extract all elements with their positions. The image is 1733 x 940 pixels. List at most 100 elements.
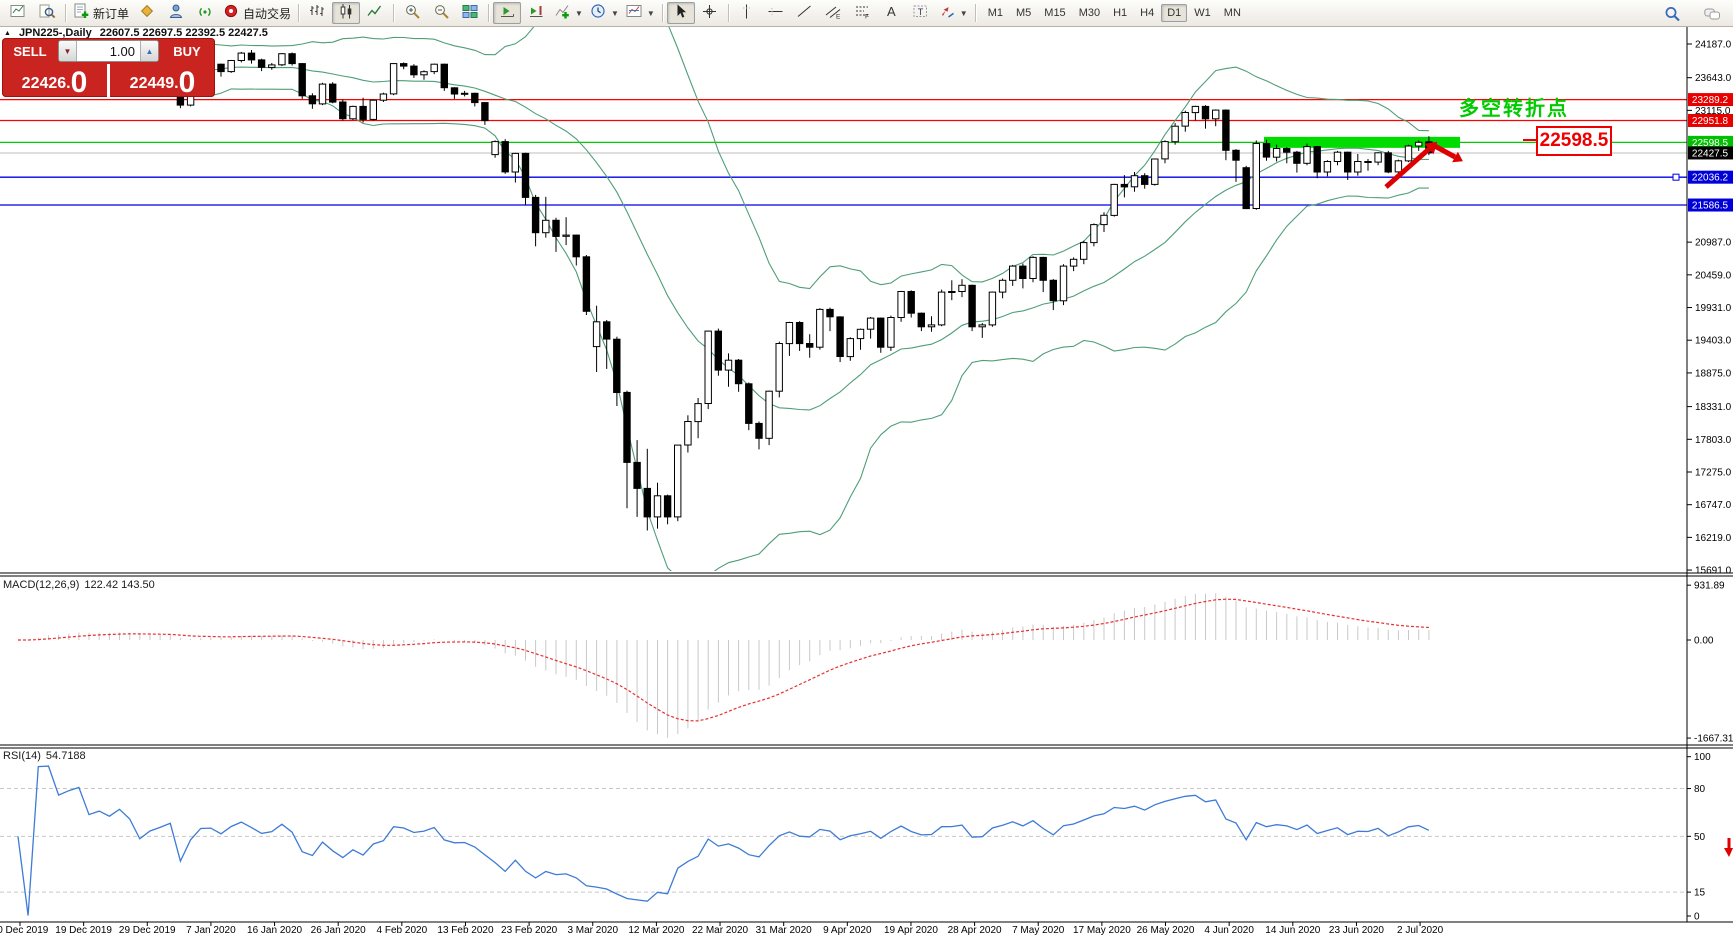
zoom-out-icon[interactable] (427, 2, 455, 24)
chart-shift-icon[interactable] (522, 2, 550, 24)
cursor-icon[interactable] (666, 2, 695, 24)
volume-decrease-button[interactable]: ▼ (59, 41, 77, 61)
svg-text:26 May 2020: 26 May 2020 (1137, 925, 1195, 936)
svg-text:19931.0: 19931.0 (1695, 303, 1732, 314)
svg-text:T: T (918, 7, 924, 17)
date-axis-labels: 10 Dec 2019 19 Dec 2019 29 Dec 2019 7 Jan 2… (0, 922, 1444, 936)
data-window-icon (39, 3, 56, 23)
panel-separators[interactable] (0, 25, 1733, 923)
candles-chart-icon[interactable] (332, 2, 361, 24)
timeframe-D1[interactable]: D1 (1161, 4, 1188, 22)
zoom-in-icon[interactable] (398, 2, 426, 24)
toolbar: 新订单 自动交易 ▼ ▼ ▼ E F A T ▼ M1 M5 M15 M30 H1 H4 D1 W1 MN (0, 0, 1733, 27)
svg-text:931.89: 931.89 (1694, 581, 1725, 592)
metaeditor-icon[interactable] (133, 2, 161, 24)
svg-text:21586.5: 21586.5 (1692, 201, 1729, 212)
chevron-down-icon[interactable]: ▼ (610, 8, 619, 18)
community-icon (168, 3, 185, 23)
timeframe-MN[interactable]: MN (1223, 7, 1241, 19)
text-label-icon[interactable]: T (907, 2, 935, 24)
timeframe-M5[interactable]: M5 (1016, 7, 1032, 19)
sell-button[interactable]: SELL (13, 43, 47, 59)
svg-text:2 Jul 2020: 2 Jul 2020 (1397, 925, 1444, 936)
sell-price[interactable]: 22426 . 0 (2, 64, 107, 97)
new-chart-icon (10, 3, 27, 23)
timeframe-M15[interactable]: M15 (1044, 7, 1066, 19)
price-callout[interactable]: 22598.5 (1536, 126, 1612, 156)
chat-icon[interactable] (1699, 3, 1725, 25)
svg-text:19 Dec 2019: 19 Dec 2019 (55, 925, 112, 936)
svg-text:12 Mar 2020: 12 Mar 2020 (628, 925, 685, 936)
signals-icon[interactable] (191, 2, 219, 24)
auto-scroll-icon[interactable] (493, 2, 522, 24)
equidistant-channel-icon[interactable]: E (820, 2, 848, 24)
timeframe-M30[interactable]: M30 (1078, 7, 1101, 19)
fibonacci-icon: F (854, 3, 871, 23)
new-chart-icon[interactable] (4, 2, 32, 24)
chevron-down-icon[interactable]: ▼ (959, 8, 968, 18)
timeframe-W1[interactable]: W1 (1194, 7, 1211, 19)
svg-text:10 Dec 2019: 10 Dec 2019 (0, 925, 49, 936)
text-icon[interactable]: A (878, 2, 906, 24)
svg-text:20987.0: 20987.0 (1695, 238, 1732, 249)
support-zone-rectangle[interactable] (1264, 136, 1460, 148)
svg-text:28 Apr 2020: 28 Apr 2020 (948, 925, 1002, 936)
autotrading-icon (223, 3, 240, 23)
one-click-trading-panel: SELL ▼ 1.00 ▲ BUY 22426 . 0 22449 . 0 (2, 38, 215, 97)
symbol-title: JPN225-,Daily (18, 27, 92, 39)
indicators-icon[interactable]: ▼ (551, 2, 586, 24)
svg-text:15: 15 (1694, 888, 1706, 899)
timeframe-M1[interactable]: M1 (987, 7, 1003, 19)
volume-input[interactable]: 1.00 (109, 43, 135, 59)
trendline-icon (796, 3, 813, 23)
cursor-icon (672, 3, 689, 23)
new-order-button[interactable]: 新订单 (70, 2, 132, 24)
toolbar-separator (488, 4, 490, 22)
toolbar-right (1659, 3, 1725, 25)
svg-text:15691.0: 15691.0 (1695, 566, 1732, 577)
timeframe-H1[interactable]: H1 (1113, 7, 1128, 19)
svg-text:18875.0: 18875.0 (1695, 368, 1732, 379)
window-menu-icon[interactable]: ▲ (4, 29, 11, 37)
crosshair-icon[interactable] (696, 2, 724, 24)
arrows-icon[interactable]: ▼ (936, 2, 971, 24)
scroll-marker-icon[interactable] (1724, 838, 1733, 857)
svg-text:A: A (887, 4, 896, 19)
vertical-line-icon[interactable] (733, 2, 761, 24)
line-chart-icon[interactable] (361, 2, 389, 24)
buy-button[interactable]: BUY (173, 43, 201, 59)
periods-icon[interactable]: ▼ (587, 2, 622, 24)
templates-icon[interactable]: ▼ (623, 2, 658, 24)
chevron-down-icon[interactable]: ▼ (646, 8, 655, 18)
bars-chart-icon[interactable] (303, 2, 331, 24)
volume-box: ▼ 1.00 ▲ (58, 40, 159, 62)
trend-arrow-down[interactable] (1431, 142, 1463, 163)
volume-increase-button[interactable]: ▲ (140, 41, 158, 61)
bars-chart-icon (309, 3, 326, 23)
search-icon[interactable] (1659, 3, 1685, 25)
svg-text:-1667.31: -1667.31 (1694, 734, 1733, 745)
autotrading-button[interactable]: 自动交易 (220, 2, 294, 24)
chevron-down-icon[interactable]: ▼ (575, 8, 583, 18)
svg-text:23115.0: 23115.0 (1695, 106, 1731, 117)
buy-price[interactable]: 22449 . 0 (107, 64, 215, 97)
fibonacci-icon[interactable]: F (849, 2, 877, 24)
timeframe-group: M1 M5 M15 M30 H1 H4 D1 W1 MN (982, 4, 1247, 22)
timeframe-H4[interactable]: H4 (1140, 7, 1155, 19)
data-window-icon[interactable] (33, 2, 61, 24)
turning-point-annotation[interactable]: 多空转折点 (1459, 98, 1569, 120)
tile-windows-icon[interactable] (456, 2, 484, 24)
svg-text:50: 50 (1694, 832, 1706, 843)
svg-text:29 Dec 2019: 29 Dec 2019 (119, 925, 176, 936)
line-handle[interactable] (1672, 173, 1680, 181)
buy-price-dec: 0 (178, 66, 196, 97)
horizontal-line-icon[interactable] (762, 2, 790, 24)
trendline-icon[interactable] (791, 2, 819, 24)
sell-price-dec: 0 (70, 66, 88, 97)
svg-text:17803.0: 17803.0 (1695, 435, 1732, 446)
svg-text:7 Jan 2020: 7 Jan 2020 (186, 925, 236, 936)
community-icon[interactable] (162, 2, 190, 24)
